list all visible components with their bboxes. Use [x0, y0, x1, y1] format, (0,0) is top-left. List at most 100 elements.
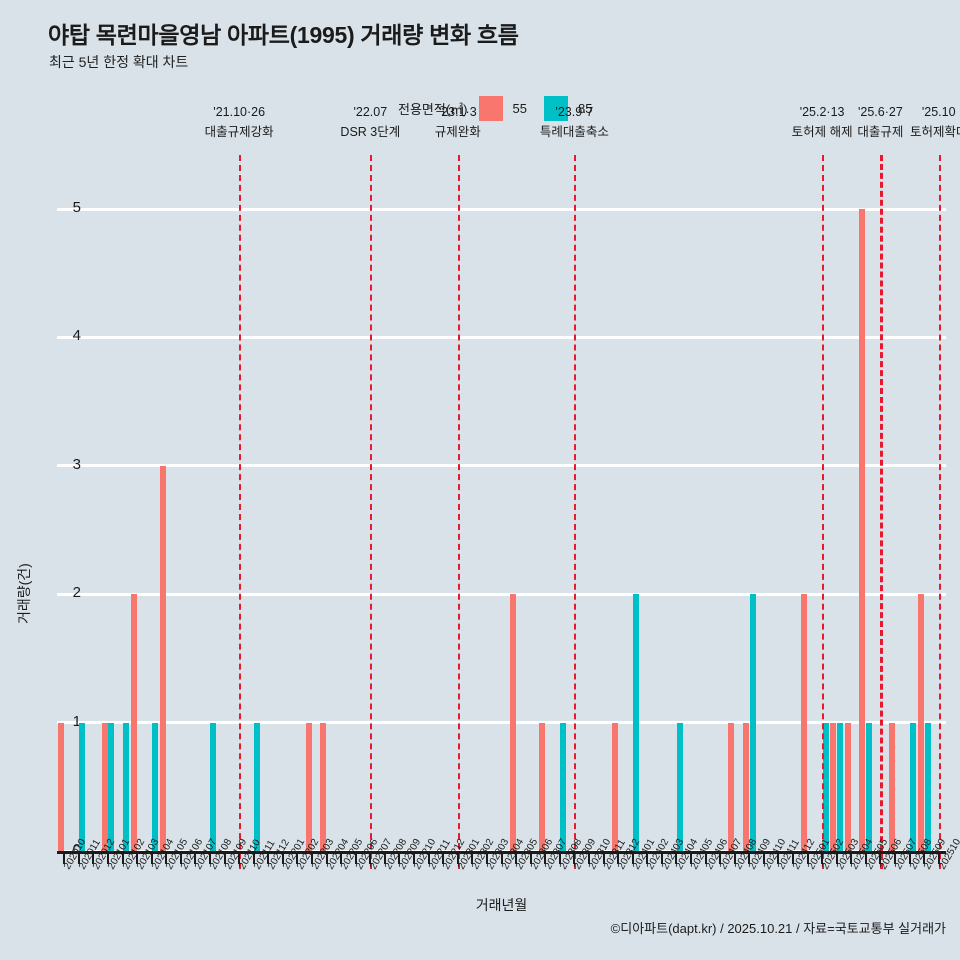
x-axis-tick — [325, 851, 328, 864]
event-title: 토허제 해제 — [791, 125, 853, 139]
x-axis-tick — [267, 851, 270, 864]
bar — [254, 722, 261, 851]
bar — [108, 722, 115, 851]
x-axis-tick — [631, 851, 634, 864]
x-axis-tick — [704, 851, 707, 864]
event-title: 토허제확대 — [909, 125, 960, 139]
x-axis-tick — [879, 851, 882, 864]
event-annotation: '25.10 토허제확대 — [910, 102, 960, 142]
x-axis-tick — [296, 851, 299, 864]
bar — [822, 722, 829, 851]
x-axis-tick — [77, 851, 80, 864]
bar — [122, 722, 129, 851]
event-annotation: '25.2·13 토허제 해제 — [792, 102, 853, 142]
event-title: DSR 3단계 — [340, 125, 401, 139]
x-axis-tick — [689, 851, 692, 864]
bar — [917, 594, 924, 851]
x-axis-tick — [485, 851, 488, 864]
x-axis-tick — [573, 851, 576, 864]
bar — [101, 722, 108, 851]
x-axis-tick — [281, 851, 284, 864]
bar — [742, 722, 749, 851]
legend-label-85: 85 — [577, 100, 593, 116]
x-axis-tick — [107, 851, 109, 864]
bar — [320, 722, 327, 851]
y-axis-tick-label: 1 — [72, 712, 81, 730]
gridline — [57, 335, 946, 339]
bar — [633, 594, 640, 851]
x-axis-tick — [617, 851, 620, 864]
event-date: '23.1·3 — [438, 105, 477, 119]
x-axis-tick — [165, 851, 168, 864]
event-annotation: '23.9·7 특례대출축소 — [540, 102, 609, 142]
bar — [79, 722, 86, 851]
y-axis-label: 거래량(건) — [16, 563, 32, 624]
event-title: 규제완화 — [434, 125, 481, 139]
page-subtitle: 최근 5년 한정 확대 차트 — [49, 54, 189, 70]
bar — [859, 209, 866, 851]
x-axis-tick — [864, 851, 867, 864]
bar — [801, 594, 808, 851]
bar — [560, 722, 567, 851]
x-axis-tick — [398, 851, 401, 864]
plot-area: 거래량(건) 0 1 2 3 4 5 '21.10·26 대출규제강화 '22.07 DSR 3단… — [16, 105, 960, 869]
x-axis-tick — [311, 851, 314, 864]
gridline — [57, 592, 946, 596]
event-date: '25.10 — [921, 105, 956, 119]
x-axis-tick — [835, 851, 838, 864]
x-axis-tick — [456, 851, 459, 864]
bar — [159, 465, 166, 851]
x-axis-tick — [223, 851, 226, 864]
x-axis-tick — [121, 851, 124, 864]
page-title: 야탑 목련마을영남 아파트(1995) 거래량 변화 흐름 — [48, 22, 519, 48]
bar — [844, 722, 851, 851]
y-axis-tick-label: 4 — [72, 327, 81, 345]
gridline — [57, 464, 946, 468]
x-axis-tick — [427, 851, 430, 864]
bar — [866, 722, 873, 851]
x-axis-tick — [238, 851, 241, 864]
x-axis-tick — [587, 851, 590, 864]
legend: 전용면적(㎡) 55 85 — [398, 95, 609, 121]
bar — [611, 722, 618, 851]
event-marker-line — [938, 155, 941, 869]
bar — [152, 722, 159, 851]
event-title: 대출규제 — [857, 125, 904, 139]
bar — [924, 722, 931, 851]
x-axis-tick — [92, 851, 95, 864]
event-annotation: '25.6·27 대출규제 — [857, 102, 903, 142]
event-marker-line — [370, 155, 373, 869]
event-annotation: '22.07 DSR 3단계 — [340, 102, 400, 142]
event-date: '23.9·7 — [555, 105, 594, 119]
event-annotation: '23.1·3 규제완화 — [435, 102, 481, 142]
y-axis-tick-label: 5 — [72, 199, 81, 216]
y-axis-tick-label: 2 — [72, 584, 81, 602]
x-axis-tick — [369, 851, 372, 864]
event-date: '21.10·26 — [213, 105, 266, 119]
x-axis-tick — [937, 851, 940, 864]
legend-swatch-85 — [543, 95, 568, 121]
bar — [305, 722, 312, 851]
x-axis-tick — [544, 851, 547, 864]
x-axis-label: 거래년월 — [475, 897, 528, 913]
x-axis-tick — [150, 851, 153, 864]
x-axis-tick — [748, 851, 751, 864]
event-date: '25.6·27 — [858, 105, 903, 119]
bar — [538, 722, 545, 851]
x-axis-tick — [806, 851, 809, 864]
bar — [909, 722, 916, 851]
footer-credit: ©디아파트(dapt.kr) / 2025.10.21 / 자료=국토교통부 실… — [610, 921, 946, 936]
legend-title: 전용면적(㎡) — [398, 101, 468, 117]
bar — [130, 594, 137, 851]
bar — [728, 722, 735, 851]
x-axis-tick — [529, 851, 532, 864]
x-axis-tick — [500, 851, 503, 864]
bar — [830, 722, 837, 851]
bar — [57, 722, 64, 851]
x-axis-tick — [762, 851, 765, 864]
x-axis-tick — [136, 851, 139, 864]
gridline — [57, 207, 946, 211]
x-axis-tick — [63, 851, 66, 864]
x-axis-tick — [413, 851, 416, 864]
